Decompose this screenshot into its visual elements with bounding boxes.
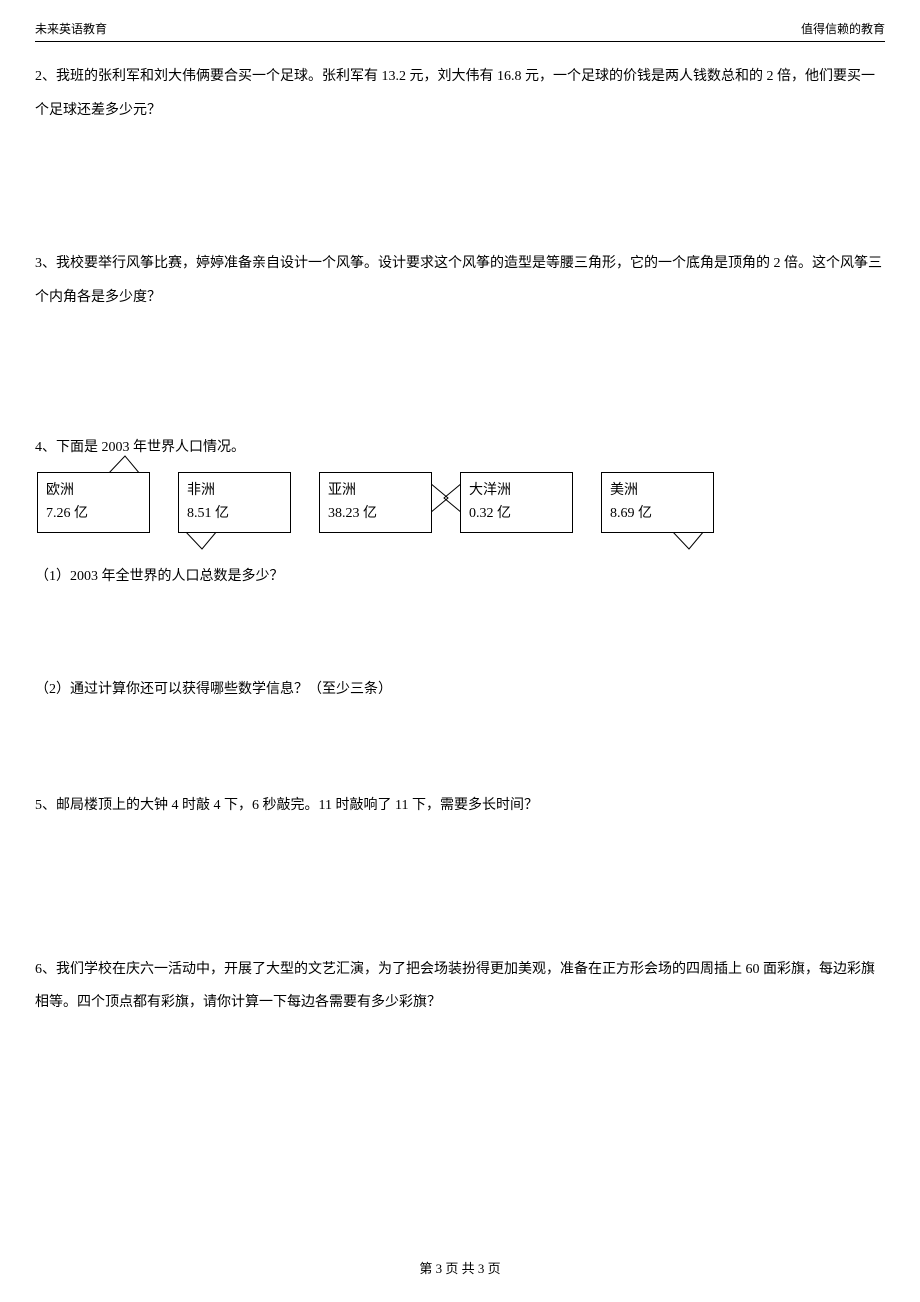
question-5: 5、邮局楼顶上的大钟 4 时敲 4 下，6 秒敲完。11 时敲响了 11 下，需… [35, 789, 885, 823]
question-4-sub1: （1）2003 年全世界的人口总数是多少？ [35, 563, 885, 591]
callout-box: 美洲 8.69 亿 [601, 472, 714, 533]
callout-region-name: 大洋洲 [469, 480, 564, 502]
header-left-text: 未来英语教育 [35, 20, 107, 37]
callout-oceania: 大洋洲 0.32 亿 [460, 472, 573, 533]
callout-region-name: 欧洲 [46, 480, 141, 502]
callout-asia: 亚洲 38.23 亿 [319, 472, 432, 533]
question-2: 2、我班的张利军和刘大伟俩要合买一个足球。张利军有 13.2 元，刘大伟有 16… [35, 60, 885, 127]
callout-america: 美洲 8.69 亿 [601, 472, 714, 533]
callout-region-value: 7.26 亿 [46, 503, 141, 525]
callout-region-value: 8.51 亿 [187, 503, 282, 525]
callout-box: 非洲 8.51 亿 [178, 472, 291, 533]
question-6: 6、我们学校在庆六一活动中，开展了大型的文艺汇演，为了把会场装扮得更加美观，准备… [35, 953, 885, 1020]
callout-region-name: 美洲 [610, 480, 705, 502]
callout-region-name: 亚洲 [328, 480, 423, 502]
population-callout-row: 欧洲 7.26 亿 非洲 8.51 亿 亚洲 38.23 亿 [35, 472, 885, 533]
callout-region-value: 0.32 亿 [469, 503, 564, 525]
header-right-text: 值得信赖的教育 [801, 20, 885, 37]
callout-africa: 非洲 8.51 亿 [178, 472, 291, 533]
question-3: 3、我校要举行风筝比赛，婷婷准备亲自设计一个风筝。设计要求这个风筝的造型是等腰三… [35, 247, 885, 314]
callout-box: 欧洲 7.26 亿 [37, 472, 150, 533]
page-header: 未来英语教育 值得信赖的教育 [35, 20, 885, 42]
page-container: 未来英语教育 值得信赖的教育 2、我班的张利军和刘大伟俩要合买一个足球。张利军有… [0, 0, 920, 1302]
question-4-intro: 4、下面是 2003 年世界人口情况。 [35, 434, 885, 462]
callout-region-value: 38.23 亿 [328, 503, 423, 525]
callout-region-value: 8.69 亿 [610, 503, 705, 525]
callout-europe: 欧洲 7.26 亿 [37, 472, 150, 533]
question-4-sub2: （2）通过计算你还可以获得哪些数学信息？（至少三条） [35, 676, 885, 704]
callout-box: 大洋洲 0.32 亿 [460, 472, 573, 533]
callout-region-name: 非洲 [187, 480, 282, 502]
callout-box: 亚洲 38.23 亿 [319, 472, 432, 533]
page-footer: 第 3 页 共 3 页 [0, 1258, 920, 1277]
